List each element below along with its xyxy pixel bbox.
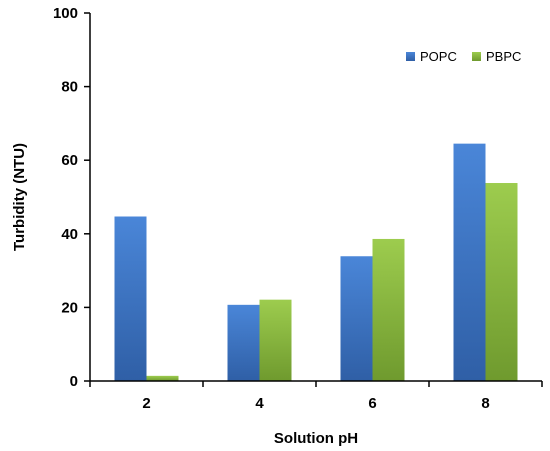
bar-pbpc-ph-4 xyxy=(259,299,292,381)
bars-group xyxy=(114,143,518,381)
legend-label-popc: POPC xyxy=(420,49,457,64)
bar-popc-ph-2 xyxy=(114,216,147,381)
legend-swatch-popc xyxy=(406,52,415,61)
y-axis-ticks: 0 20 40 60 80 100 xyxy=(53,5,90,390)
y-tick-label: 20 xyxy=(61,299,78,316)
y-tick-label: 60 xyxy=(61,152,78,169)
bar-popc-ph-4 xyxy=(227,304,260,381)
x-tick-label: 8 xyxy=(481,395,489,412)
x-tick-label: 6 xyxy=(368,395,376,412)
y-axis-title: Turbidity (NTU) xyxy=(11,143,28,251)
x-tick-label: 4 xyxy=(255,395,264,412)
x-tick-label: 2 xyxy=(142,395,150,412)
bar-pbpc-ph-2 xyxy=(146,375,179,381)
y-tick-label: 0 xyxy=(70,373,78,390)
y-tick-label: 100 xyxy=(53,5,78,22)
legend-swatch-pbpc xyxy=(472,52,481,61)
bar-pbpc-ph-8 xyxy=(485,183,518,381)
x-axis-ticks: 2 4 6 8 xyxy=(89,381,543,412)
x-axis-title: Solution pH xyxy=(274,430,358,447)
bar-popc-ph-8 xyxy=(453,143,486,381)
legend: POPC PBPC xyxy=(406,49,521,64)
bar-popc-ph-6 xyxy=(340,256,373,381)
y-tick-label: 40 xyxy=(61,226,78,243)
y-tick-label: 80 xyxy=(61,79,78,96)
legend-label-pbpc: PBPC xyxy=(486,49,521,64)
bar-pbpc-ph-6 xyxy=(372,238,405,381)
